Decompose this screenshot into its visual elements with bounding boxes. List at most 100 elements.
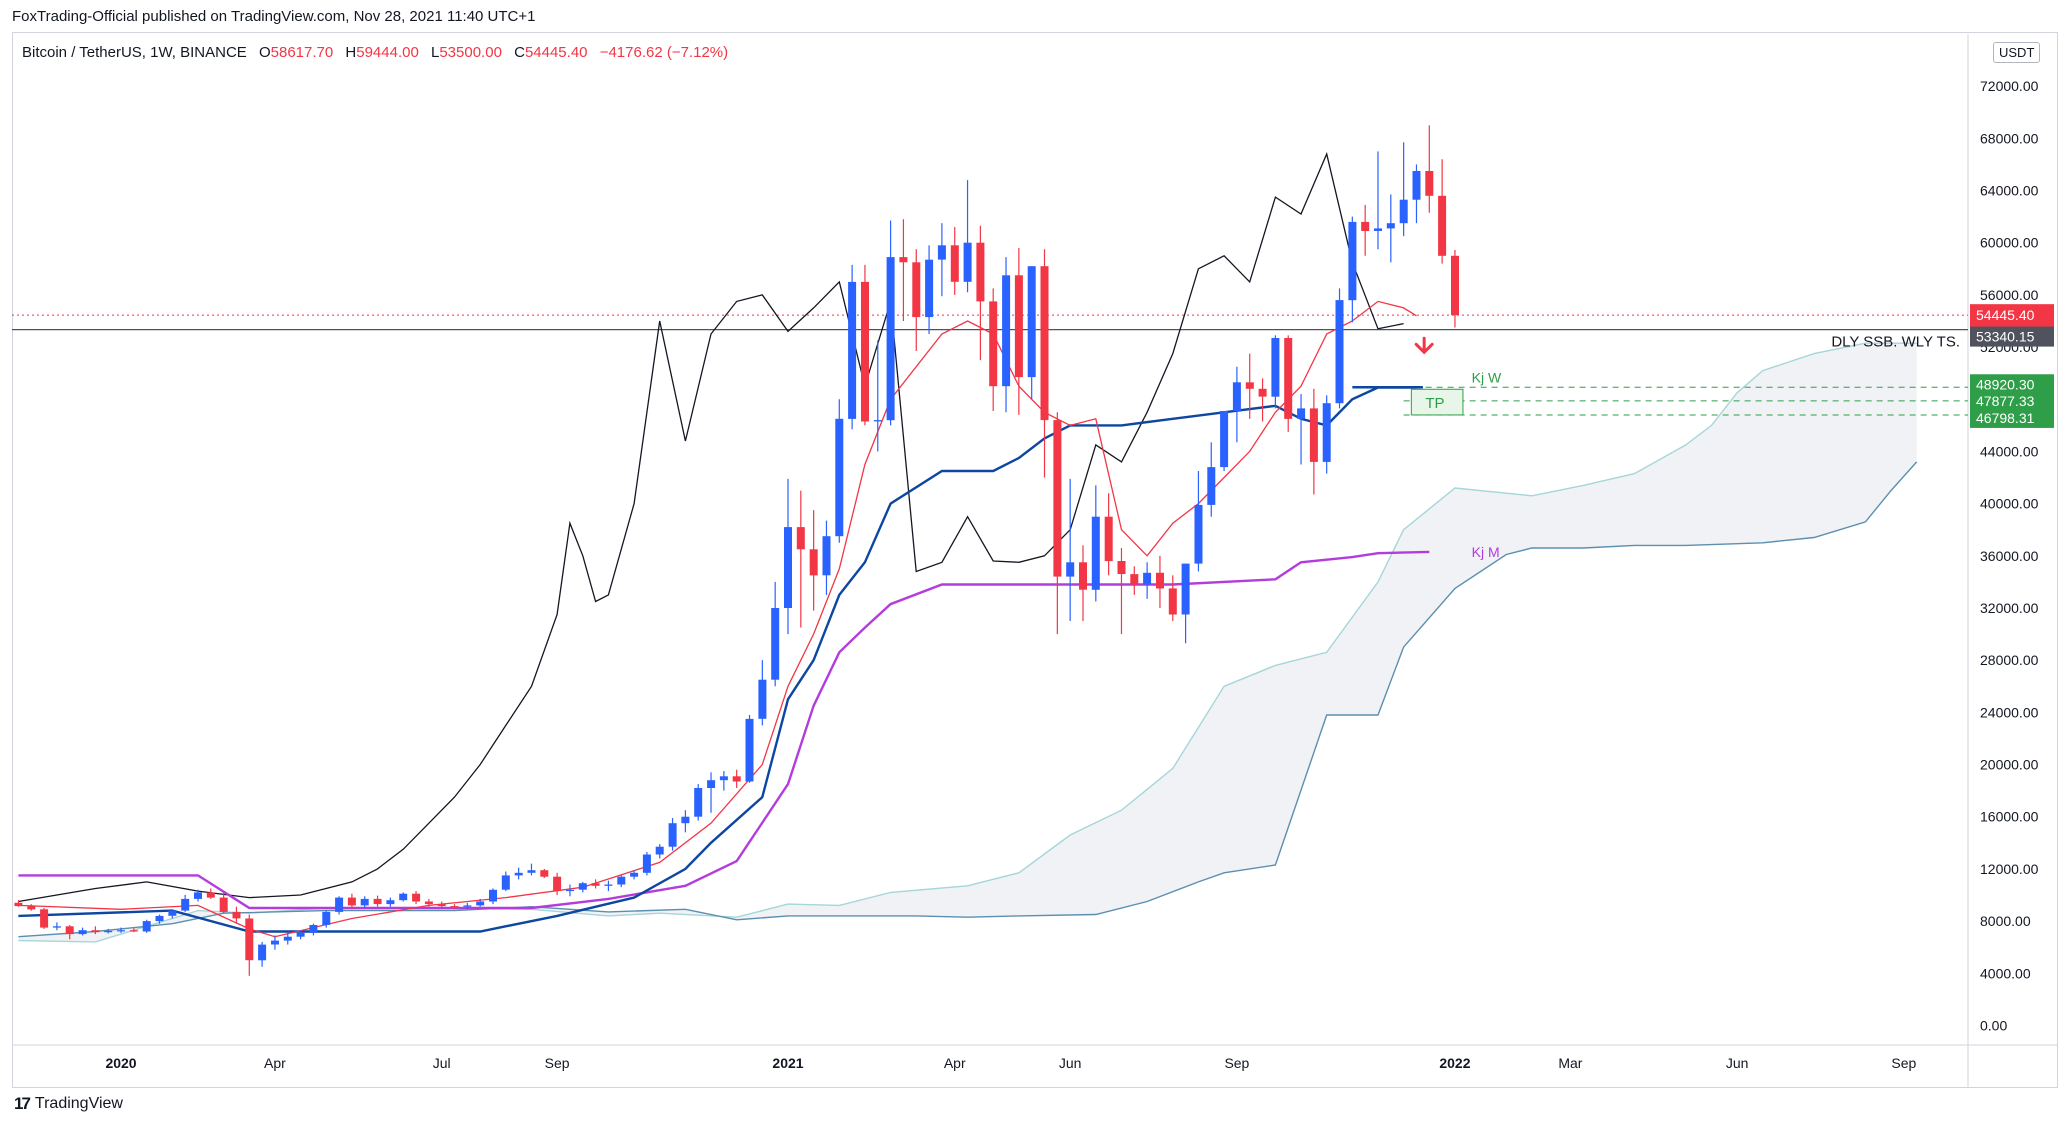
price-tick-label: 12000.00	[1980, 861, 2039, 877]
candle-body	[989, 301, 998, 387]
candle-body	[322, 911, 331, 925]
candle-body	[424, 901, 433, 905]
candle-body	[27, 906, 36, 910]
candle-body	[655, 846, 664, 855]
candle-body	[40, 909, 49, 928]
price-tick-label: 16000.00	[1980, 809, 2039, 825]
candle-body	[822, 536, 831, 576]
plot-layer: Kj W Kj M TP	[12, 125, 1968, 976]
price-tick-label: 0.00	[1980, 1017, 2007, 1033]
candle-body	[809, 549, 818, 576]
candle-body	[450, 906, 459, 908]
tradingview-brand: TradingView	[34, 1095, 123, 1112]
candle-body	[78, 930, 87, 935]
price-tick-label: 68000.00	[1980, 130, 2039, 146]
tradingview-logo: 17 TradingView	[14, 1094, 123, 1114]
kj-m-label: Kj M	[1472, 544, 1500, 560]
candle-body	[309, 925, 318, 933]
candle-body	[681, 816, 690, 824]
last-price-tag: 54445.40	[1976, 307, 2035, 323]
candle-body	[1309, 408, 1318, 462]
candle-body	[65, 926, 74, 935]
open-key: O	[258, 44, 271, 61]
candle-body	[271, 940, 279, 945]
time-tick-label: Mar	[1558, 1055, 1582, 1071]
candle-body	[14, 902, 23, 907]
high-value: 59444.00	[356, 44, 419, 61]
time-tick-label: Apr	[264, 1055, 286, 1071]
candle-body	[1130, 574, 1139, 585]
candle-body	[1079, 562, 1087, 590]
change-value: −4176.62 (−7.12%)	[599, 44, 729, 61]
candle-body	[360, 898, 369, 906]
candle-body	[489, 889, 497, 902]
time-tick-label: Sep	[1891, 1055, 1916, 1071]
candle-body	[1143, 572, 1152, 585]
candle-body	[168, 910, 177, 916]
candle-body	[963, 242, 972, 282]
time-tick-label: 2020	[105, 1055, 136, 1071]
candle-body	[1361, 221, 1370, 231]
tp-tag-2: 47877.33	[1976, 393, 2035, 409]
candle-body	[758, 679, 767, 719]
candle-body	[1027, 266, 1036, 378]
candle-body	[52, 926, 61, 928]
candle-body	[1297, 408, 1306, 419]
currency-button[interactable]: USDT	[1993, 42, 2041, 63]
candle-body	[386, 900, 395, 905]
candle-body	[976, 242, 985, 302]
candle-body	[117, 930, 125, 932]
tradingview-logo-icon: 17	[14, 1094, 31, 1113]
chart-frame	[12, 32, 2058, 1088]
candle-body	[694, 788, 703, 817]
candle-body	[630, 872, 639, 877]
candle-body	[129, 930, 138, 932]
candle-body	[1181, 563, 1190, 615]
price-tick-label: 56000.00	[1980, 287, 2039, 303]
arrow-down-icon	[1414, 336, 1434, 355]
price-tick-label: 4000.00	[1980, 965, 2031, 981]
time-tick-label: 2022	[1439, 1055, 1470, 1071]
candle-body	[194, 892, 202, 899]
symbol-name: Bitcoin / TetherUS, 1W, BINANCE	[22, 44, 247, 61]
candle-body	[399, 893, 408, 901]
candle-body	[937, 245, 946, 260]
candle-body	[1207, 467, 1216, 505]
kijun-sen-line	[18, 386, 1417, 933]
symbol-legend: Bitcoin / TetherUS, 1W, BINANCE O58617.7…	[22, 44, 728, 61]
candle-body	[835, 418, 844, 537]
time-tick-label: 2021	[772, 1055, 803, 1071]
close-value: 54445.40	[524, 44, 588, 61]
candle-body	[412, 893, 421, 902]
candle-body	[950, 245, 959, 282]
candle-body	[142, 921, 151, 932]
candle-body	[719, 776, 728, 781]
candle-body	[1386, 223, 1395, 229]
tp-tag-1: 48920.30	[1976, 376, 2035, 392]
tp-tag-1-bg	[1970, 374, 2054, 395]
candle-body	[732, 776, 741, 782]
tp-tag-3-bg	[1970, 407, 2054, 428]
candle-body	[1014, 275, 1023, 378]
candle-body	[873, 420, 882, 422]
tp-tag-3: 46798.31	[1976, 410, 2035, 426]
candle-body	[1066, 562, 1075, 577]
price-tick-label: 44000.00	[1980, 443, 2039, 459]
candle-body	[1002, 275, 1011, 387]
candle-body	[604, 884, 613, 886]
candle-body	[514, 872, 523, 876]
candle-body	[1168, 588, 1177, 615]
published-caption: FoxTrading-Official published on Trading…	[12, 8, 536, 25]
tp-label: TP	[1425, 395, 1444, 412]
time-tick-label: Apr	[944, 1055, 966, 1071]
candle-body	[1156, 572, 1164, 589]
candle-body	[1412, 171, 1421, 200]
candle-body	[553, 876, 562, 891]
price-tick-label: 24000.00	[1980, 704, 2039, 720]
candle-body	[501, 875, 510, 890]
candle-body	[1040, 266, 1049, 421]
candle-body	[1104, 516, 1113, 562]
high-key: H	[345, 44, 357, 61]
candle-body	[578, 883, 587, 890]
